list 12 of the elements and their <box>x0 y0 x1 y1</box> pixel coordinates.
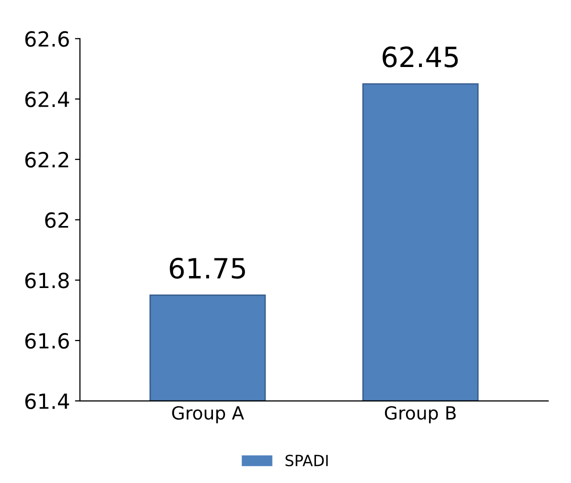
y-tick-label: 62 <box>45 212 68 228</box>
y-tick-label: 62.6 <box>25 31 69 47</box>
y-tick-label: 61.6 <box>25 332 69 349</box>
data-label: 61.75 <box>170 258 245 279</box>
y-tick-label: 62.2 <box>25 152 68 168</box>
y-tick-label: 61.4 <box>25 393 70 410</box>
y-tick-label: 62.4 <box>25 91 70 108</box>
legend-label: SPADI <box>286 454 328 466</box>
x-tick-label: Group A <box>172 406 244 424</box>
data-label: 62.45 <box>382 46 458 68</box>
x-tick-label: Group B <box>384 406 456 424</box>
y-tick-label: 61.8 <box>25 272 69 288</box>
